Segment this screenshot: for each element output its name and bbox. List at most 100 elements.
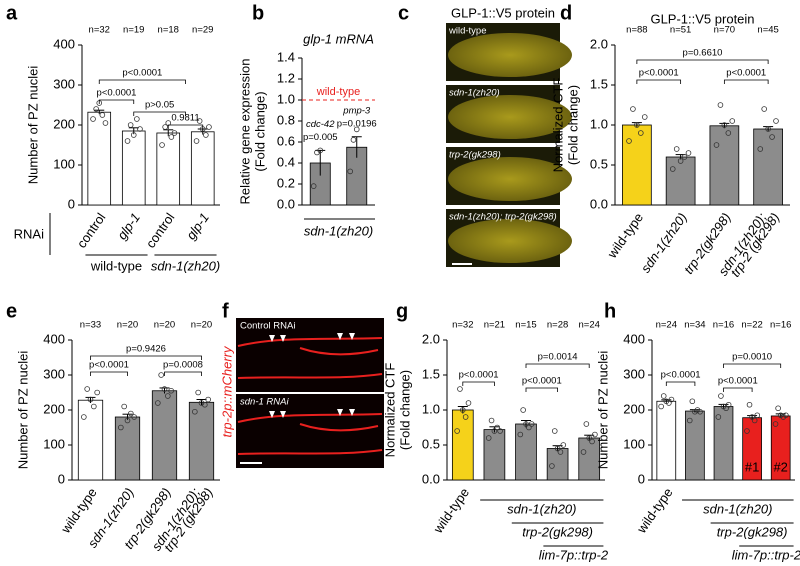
data-point <box>658 403 664 410</box>
y-tick-label: 400 <box>623 331 645 346</box>
micrograph <box>236 394 384 468</box>
data-point <box>196 118 203 124</box>
bracket <box>723 79 769 84</box>
n-label: n=34 <box>684 320 705 331</box>
data-point <box>131 414 137 420</box>
y-tick-label: 1.2 <box>277 70 295 85</box>
data-point <box>630 106 636 112</box>
y-axis-label: Number of PZ nuclei <box>15 351 30 470</box>
data-point <box>491 428 498 434</box>
p-value: p=0.0008 <box>163 360 203 371</box>
micrograph <box>236 318 384 392</box>
y-tick-label: 400 <box>53 36 75 51</box>
bar <box>665 156 696 206</box>
data-point <box>713 142 720 148</box>
bar <box>709 125 740 206</box>
data-point <box>560 442 567 448</box>
row-label: lim-7p::trp-2 <box>732 547 800 562</box>
data-point <box>689 398 696 405</box>
p-value: p<0.0001 <box>97 88 137 99</box>
image-label: sdn-1 RNAi <box>240 397 289 408</box>
y-axis-label: (Fold change) <box>397 370 412 450</box>
category-label: cdc-42 <box>306 119 335 130</box>
data-point <box>198 400 205 406</box>
data-point <box>134 116 140 122</box>
data-point <box>634 122 640 128</box>
y-tick-label: 0.0 <box>277 196 295 211</box>
data-point <box>158 372 164 378</box>
y-tick-label: 0 <box>68 196 75 211</box>
data-point <box>761 106 767 112</box>
p-value: 0.9811 <box>171 113 199 124</box>
category-label: glp-1 <box>114 210 143 242</box>
data-point <box>757 146 764 152</box>
data-point <box>195 389 201 396</box>
data-point <box>668 396 675 403</box>
y-tick-label: 1.0 <box>277 91 295 106</box>
y-tick-label: 300 <box>53 76 75 91</box>
data-point <box>457 386 463 392</box>
gonad-outline <box>237 413 383 455</box>
data-point <box>168 134 175 140</box>
p-value: p<0.0001 <box>726 68 766 79</box>
bracket <box>133 111 186 116</box>
data-point <box>454 428 460 434</box>
n-label: n=21 <box>484 320 505 331</box>
n-label: n=20 <box>154 320 175 331</box>
n-label: n=28 <box>547 320 568 331</box>
data-point <box>641 114 648 120</box>
y-tick-label: 0 <box>58 471 65 486</box>
category-label: glp-1 <box>183 210 212 242</box>
data-point <box>725 401 732 408</box>
data-point <box>660 393 667 399</box>
data-point <box>99 112 106 118</box>
data-point <box>751 417 758 424</box>
y-axis-label: Number of PZ nuclei <box>25 66 40 185</box>
data-point <box>124 417 131 424</box>
p-value: p=0.005 <box>303 132 338 143</box>
data-point <box>718 393 724 399</box>
panel-letter: h <box>604 300 616 322</box>
y-tick-label: 100 <box>623 436 645 451</box>
bar <box>87 111 112 206</box>
data-point <box>697 408 703 415</box>
y-tick-label: 0.6 <box>277 133 295 148</box>
data-point <box>485 435 492 441</box>
y-tick-label: 0.0 <box>422 471 440 486</box>
n-label: n=16 <box>770 320 791 331</box>
row-label: sdn-1(zh20) <box>507 501 576 516</box>
n-label: n=22 <box>741 320 762 331</box>
data-point <box>551 428 558 434</box>
p-value: p<0.0001 <box>89 360 129 371</box>
y-tick-label: 1.4 <box>277 49 295 64</box>
chart-title: glp-1 mRNA <box>303 31 374 46</box>
bracket <box>90 371 128 376</box>
bar <box>622 124 652 206</box>
data-point <box>638 130 644 136</box>
panel-letter: c <box>398 2 409 24</box>
p-value: p<0.0001 <box>718 376 758 387</box>
y-tick-label: 0.0 <box>590 196 608 211</box>
arrowhead <box>280 335 286 342</box>
data-point <box>520 407 526 413</box>
gonad-outline <box>237 337 383 379</box>
y-tick-label: 0.5 <box>422 436 440 451</box>
bracket <box>525 387 558 392</box>
data-point <box>669 166 676 172</box>
gonad-signal <box>448 95 572 139</box>
data-point <box>90 116 96 122</box>
bracket <box>98 79 186 84</box>
bar-label: #1 <box>745 459 759 474</box>
n-label: n=19 <box>123 25 144 36</box>
data-point <box>681 154 688 160</box>
n-label: n=32 <box>452 320 473 331</box>
panel-letter: d <box>560 2 572 24</box>
arrowhead <box>337 333 343 340</box>
panel-letter: a <box>6 2 18 24</box>
y-tick-label: 0.5 <box>590 156 608 171</box>
data-point <box>353 126 360 133</box>
category-label: wild-type <box>633 485 675 536</box>
image-label: Control RNAi <box>240 321 295 332</box>
y-tick-label: 400 <box>43 331 65 346</box>
